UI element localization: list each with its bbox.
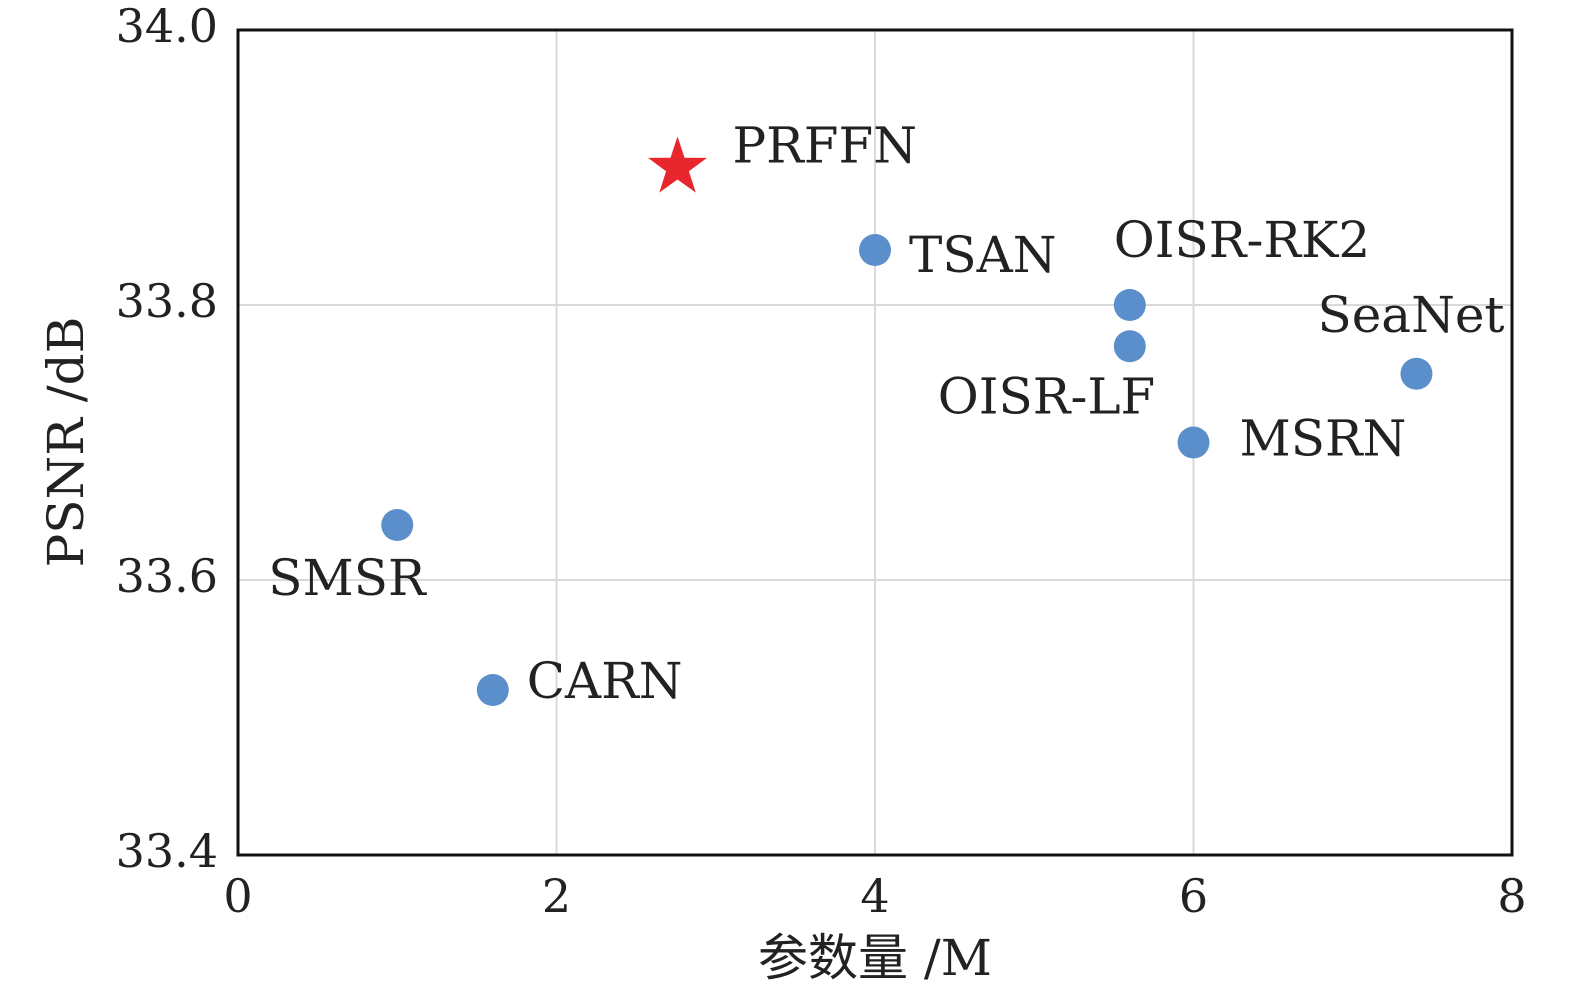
point-label: PRFFN [733,117,917,175]
star-point [648,136,707,193]
plot-frame [236,28,1514,857]
x-axis-label: 参数量 /M [758,929,992,987]
point-label: OISR-RK2 [1114,211,1370,269]
y-tick-label: 34.0 [116,0,218,53]
x-tick-label: 2 [542,869,571,923]
y-tick-label: 33.4 [116,824,218,878]
point [1113,289,1146,321]
point [1113,330,1146,363]
x-tick-label: 8 [1497,869,1526,923]
point [1400,357,1433,390]
point [859,234,891,266]
point-label: SeaNet [1317,286,1504,344]
x-tick-label: 0 [223,869,252,923]
point [381,509,414,541]
point-label: MSRN [1240,410,1407,468]
point [1177,426,1210,459]
point-label: SMSR [268,549,427,607]
y-axis-label: PSNR /dB [37,317,95,568]
point-label: OISR-LF [938,367,1155,425]
point [476,674,509,706]
y-tick-label: 33.6 [116,549,218,603]
x-tick-label: 4 [860,869,889,923]
point-label: TSAN [909,226,1056,284]
x-tick-label: 6 [1179,869,1208,923]
y-tick-label: 33.8 [116,274,218,328]
point-label: CARN [527,652,683,710]
